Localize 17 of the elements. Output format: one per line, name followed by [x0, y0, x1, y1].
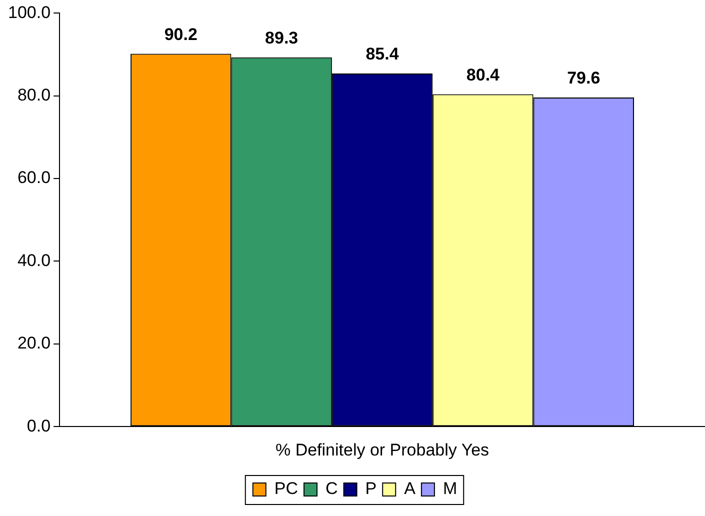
legend-label: M — [442, 479, 458, 498]
legend-label: A — [404, 479, 416, 498]
legend-label: P — [365, 479, 377, 498]
x-tick-label: % Definitely or Probably Yes — [275, 440, 490, 460]
y-tick-label: 0.0 — [26, 416, 51, 436]
legend-label: PC — [274, 479, 298, 498]
y-tick-label: 60.0 — [17, 168, 51, 188]
y-tick-label: 40.0 — [17, 250, 51, 270]
y-tick-label: 80.0 — [17, 86, 51, 105]
data-label: 80.4 — [466, 65, 500, 84]
data-label: 85.4 — [366, 44, 400, 64]
y-tick-label: 100.0 — [8, 2, 51, 22]
data-label: 89.3 — [265, 28, 298, 48]
data-label: 79.6 — [567, 68, 600, 88]
data-label: 90.2 — [164, 24, 198, 44]
y-tick-label: 20.0 — [17, 334, 51, 353]
legend-label: C — [326, 479, 338, 498]
